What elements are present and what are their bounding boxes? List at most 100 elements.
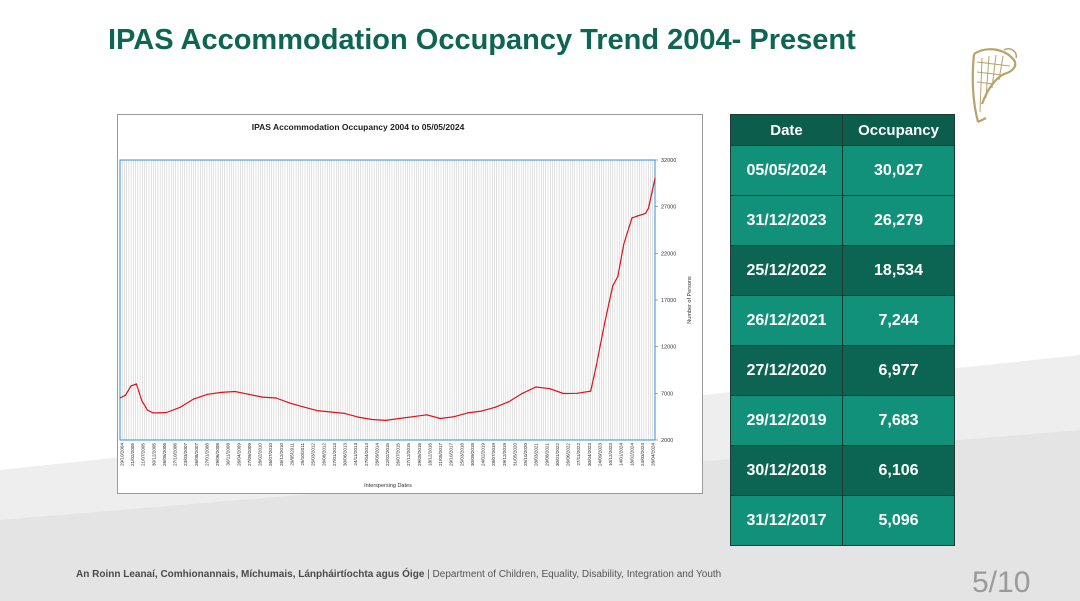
occupancy-table: Date Occupancy 05/05/2024 30,027 31/12/2…	[730, 114, 955, 546]
x-tick-label: 26/07/2010	[268, 443, 273, 466]
data-point	[426, 414, 428, 416]
data-point	[617, 276, 619, 278]
cell-date: 31/12/2017	[730, 495, 843, 546]
data-point	[165, 411, 168, 414]
data-point	[146, 409, 148, 411]
x-tick-label: 29/08/2021	[544, 443, 549, 466]
data-point	[141, 400, 143, 402]
data-point	[261, 396, 263, 398]
data-point	[289, 402, 291, 404]
slide-title: IPAS Accommodation Occupancy Trend 2004-…	[108, 24, 856, 56]
y-tick-label: 32000	[661, 158, 676, 164]
data-point	[494, 406, 496, 408]
x-tick-label: 27/04/2014	[364, 443, 369, 466]
x-tick-label: 26/08/2007	[194, 443, 199, 466]
data-point	[135, 383, 137, 385]
data-point	[330, 411, 332, 413]
data-point	[439, 417, 441, 420]
x-tick-label: 26/08/2012	[321, 443, 326, 466]
data-point	[179, 406, 181, 408]
x-tick-label: 27/10/2006	[173, 443, 178, 466]
cell-occupancy: 6,977	[842, 345, 955, 396]
y-tick-label: 7000	[661, 391, 673, 397]
data-point	[157, 412, 159, 414]
header-occupancy: Occupancy	[842, 114, 955, 146]
data-point	[130, 385, 132, 387]
table-row: 31/12/2023 26,279	[730, 195, 955, 246]
table-row: 05/05/2024 30,027	[730, 145, 955, 196]
data-point	[508, 401, 510, 403]
x-tick-label: 29/05/2011	[289, 443, 294, 466]
data-point	[636, 215, 639, 217]
cell-date: 29/12/2019	[730, 395, 843, 446]
x-tick-label: 26/07/2015	[396, 443, 401, 466]
data-point	[371, 418, 373, 421]
data-point	[357, 416, 359, 418]
table-row: 31/12/2017 5,096	[730, 495, 955, 546]
x-tick-label: 26/05/2006	[162, 443, 167, 466]
data-point	[623, 243, 625, 245]
y-tick-label: 17000	[661, 298, 676, 304]
x-tick-label: 29/10/2004	[120, 443, 125, 466]
footer-separator: |	[427, 569, 430, 580]
x-tick-label: 10/12/2023	[608, 443, 613, 466]
data-point	[412, 416, 414, 418]
data-point	[467, 412, 469, 414]
data-point	[124, 394, 127, 396]
x-axis-label: Interspersing Dates	[364, 483, 412, 489]
data-point	[234, 390, 236, 393]
cell-date: 30/12/2018	[730, 445, 843, 496]
x-tick-label: 14/01/2024	[619, 443, 624, 466]
data-point	[275, 397, 277, 399]
data-point	[248, 393, 250, 395]
x-tick-label: 26/06/2022	[566, 443, 571, 466]
page-number: 5/10	[972, 566, 1031, 599]
data-point	[604, 322, 606, 324]
cell-occupancy: 30,027	[842, 145, 955, 196]
cell-occupancy: 26,279	[842, 195, 955, 246]
x-tick-label: 25/03/2018	[459, 443, 464, 466]
header-date: Date	[730, 114, 843, 146]
cell-date: 31/12/2023	[730, 195, 843, 246]
data-point	[207, 393, 209, 395]
data-point	[385, 419, 387, 421]
x-tick-label: 21/05/2017	[438, 443, 443, 466]
x-tick-label: 22/02/2015	[385, 443, 390, 466]
y-axis-label: Number of Persons	[687, 276, 693, 324]
x-tick-label: 21/07/2005	[141, 443, 146, 466]
x-tick-label: 30/06/2013	[343, 443, 348, 466]
x-tick-label: 29/10/2011	[300, 443, 305, 466]
x-tick-label: 26/04/2009	[236, 443, 241, 466]
table-row: 26/12/2021 7,244	[730, 295, 955, 346]
table-row: 29/12/2019 7,683	[730, 395, 955, 446]
x-tick-label: 29/05/2016	[417, 443, 422, 466]
x-tick-label: 27/11/2022	[576, 443, 581, 466]
data-point	[316, 410, 318, 412]
x-tick-label: 26/12/2010	[279, 443, 284, 466]
x-tick-label: 30/09/2018	[470, 443, 475, 466]
x-tick-label: 31/05/2020	[512, 443, 517, 466]
x-tick-label: 21/02/2005	[130, 443, 135, 466]
table-row: 25/12/2022 18,534	[730, 245, 955, 296]
occupancy-chart: IPAS Accommodation Occupancy 2004 to 05/…	[117, 114, 703, 494]
footer-english: Department of Children, Equality, Disabi…	[432, 569, 722, 580]
x-tick-label: 30/01/2022	[555, 443, 560, 466]
y-tick-label: 12000	[661, 345, 676, 351]
chart-title: IPAS Accommodation Occupancy 2004 to 05/…	[252, 122, 465, 132]
data-point	[480, 410, 482, 412]
cell-date: 25/12/2022	[730, 245, 843, 296]
cell-occupancy: 7,683	[842, 395, 955, 446]
x-tick-label: 24/03/2024	[640, 443, 645, 466]
x-tick-label: 18/02/2024	[629, 443, 634, 466]
data-point	[302, 406, 304, 408]
chart-svg: IPAS Accommodation Occupancy 2004 to 05/…	[119, 122, 693, 489]
data-point	[590, 390, 592, 392]
cell-date: 05/05/2024	[730, 145, 843, 196]
x-tick-label: 29/12/2019	[502, 443, 507, 466]
x-tick-label: 28/02/2010	[258, 443, 263, 466]
x-tick-label: 25/03/2012	[311, 443, 316, 466]
data-point	[521, 392, 524, 394]
cell-occupancy: 5,096	[842, 495, 955, 546]
data-point	[220, 391, 222, 393]
data-point	[647, 207, 650, 210]
